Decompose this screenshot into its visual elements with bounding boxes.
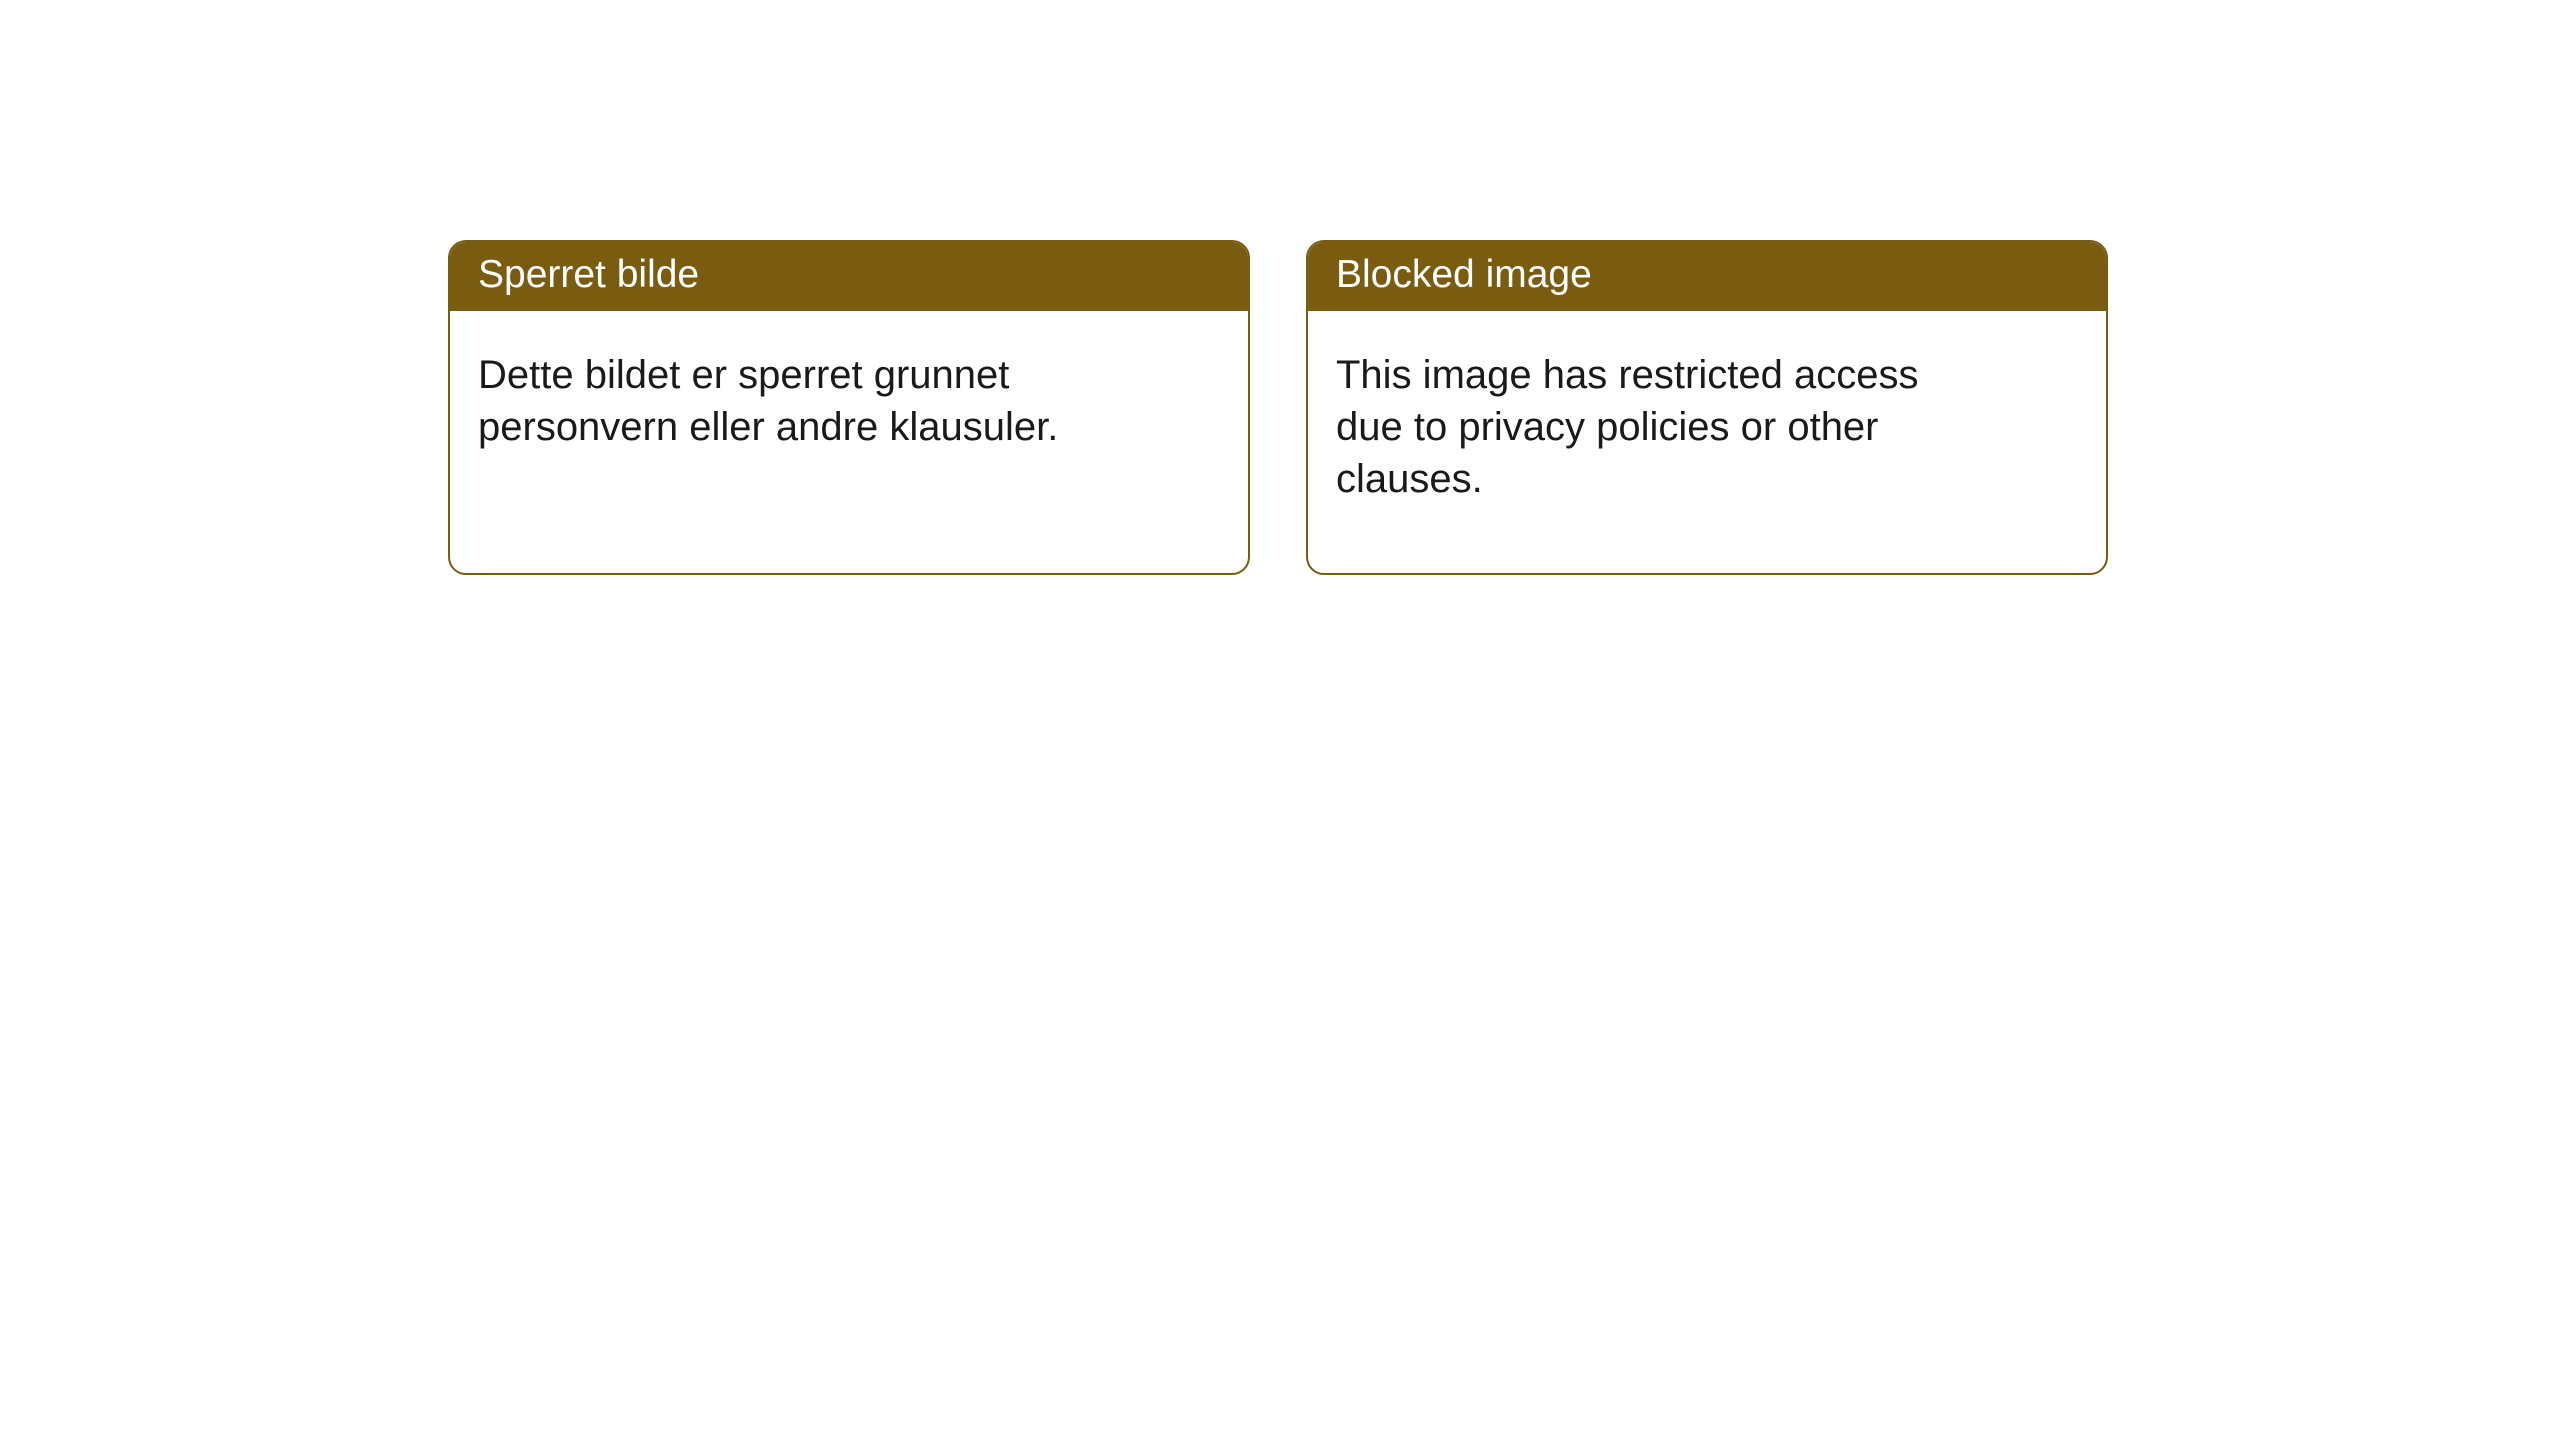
notice-card-title: Sperret bilde: [450, 242, 1248, 311]
notice-card-english: Blocked image This image has restricted …: [1306, 240, 2108, 575]
notice-card-norwegian: Sperret bilde Dette bildet er sperret gr…: [448, 240, 1250, 575]
notice-container: Sperret bilde Dette bildet er sperret gr…: [0, 0, 2560, 575]
notice-card-title: Blocked image: [1308, 242, 2106, 311]
notice-card-body: This image has restricted access due to …: [1308, 311, 1988, 533]
notice-card-body: Dette bildet er sperret grunnet personve…: [450, 311, 1130, 481]
